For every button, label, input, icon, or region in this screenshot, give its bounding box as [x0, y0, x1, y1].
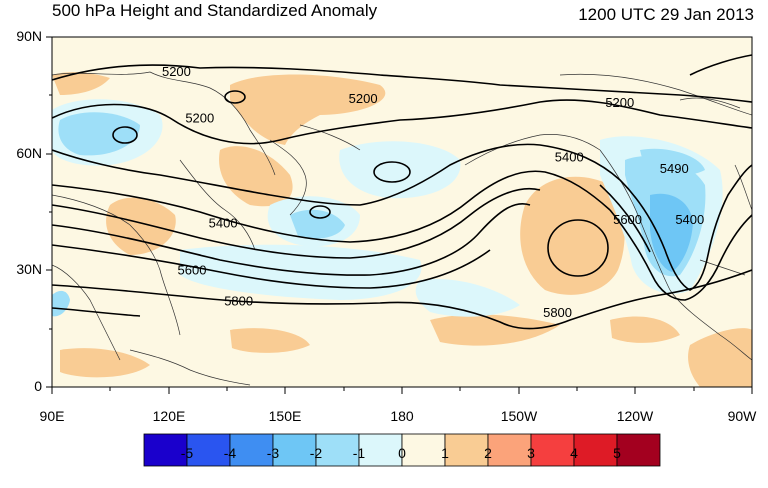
- colorbar-label-m4: -4: [223, 445, 237, 461]
- map-timestamp: 1200 UTC 29 Jan 2013: [578, 5, 754, 24]
- contour-label: 5800: [224, 293, 253, 308]
- lon-label-180: 180: [390, 408, 414, 424]
- colorbar-swatch: [315, 433, 360, 467]
- contour-label: 5400: [555, 150, 584, 165]
- colorbar-swatch: [573, 433, 618, 467]
- anomaly-neg-siberia-core: [58, 112, 140, 156]
- lon-label-90e: 90E: [39, 408, 65, 424]
- anomaly-pos-mongolia: [219, 146, 293, 207]
- colorbar-label-2: 2: [484, 445, 492, 461]
- anomaly-pos-north-asia: [52, 72, 110, 95]
- anomaly-pos-east-pacific: [610, 316, 680, 343]
- anomaly-neg-bering: [339, 141, 461, 199]
- contour-label: 5200: [349, 91, 378, 106]
- lon-label-90w: 90W: [727, 408, 757, 424]
- contour-label: 5490: [660, 161, 689, 176]
- lon-label-150e: 150E: [268, 408, 302, 424]
- colorbar-swatch: [229, 433, 274, 467]
- anomaly-pos-pacific-ridge: [520, 176, 625, 295]
- anomaly-neg-kuril-core: [290, 209, 345, 239]
- map-title: 500 hPa Height and Standardized Anomaly: [52, 1, 378, 20]
- lon-label-120e: 120E: [152, 408, 186, 424]
- anomaly-neg-alaska: [640, 148, 705, 176]
- contour-label: 5600: [178, 262, 207, 277]
- colorbar-swatch: [616, 433, 661, 467]
- anomaly-neg-subtropical-east: [415, 279, 520, 317]
- anomaly-pos-west-pacific: [230, 328, 310, 353]
- colorbar-label-m5: -5: [180, 445, 194, 461]
- anomaly-pos-arctic: [230, 74, 386, 145]
- colorbar-label-1: 1: [441, 445, 449, 461]
- colorbar-swatch: [272, 433, 317, 467]
- contour-label: 5600: [613, 212, 642, 227]
- coastlines: [52, 71, 752, 386]
- contour-label: 5800: [543, 305, 572, 320]
- colorbar-swatch: [401, 433, 446, 467]
- contour-label: 5200: [605, 95, 634, 110]
- anomaly-pos-china: [106, 197, 176, 255]
- lat-label-60n: 60N: [16, 145, 42, 161]
- anomaly-pos-south-america: [688, 328, 752, 387]
- contour-label: 5200: [162, 64, 191, 79]
- contour-label: 5200: [185, 111, 214, 126]
- axis-ticks: [46, 36, 753, 394]
- lat-label-90n: 90N: [16, 28, 42, 44]
- colorbar-label-4: 4: [570, 445, 578, 461]
- lat-label-0: 0: [34, 378, 42, 394]
- colorbar-label-m1: -1: [352, 445, 366, 461]
- anomaly-pos-indonesia: [60, 348, 150, 378]
- anomaly-neg-india: [52, 290, 70, 317]
- colorbar-label-m2: -2: [309, 445, 323, 461]
- lat-label-30n: 30N: [16, 261, 42, 277]
- lon-label-150w: 150W: [500, 408, 538, 424]
- colorbar-label-m3: -3: [266, 445, 280, 461]
- lon-label-120w: 120W: [616, 408, 654, 424]
- colorbar-label-3: 3: [527, 445, 535, 461]
- contour-labels: 5200 5200 5200 5200 5400 5400 5400 5490 5600 5600…: [162, 64, 704, 320]
- contour-label: 5400: [675, 212, 704, 227]
- contour-label: 5400: [209, 216, 238, 231]
- height-contours: [52, 54, 752, 330]
- colorbar: [143, 433, 661, 467]
- anomaly-neg-west-us-core: [650, 193, 693, 272]
- colorbar-label-5: 5: [613, 445, 621, 461]
- anomaly-pos-south-pacific: [430, 314, 560, 346]
- colorbar-label-0: 0: [398, 445, 406, 461]
- colorbar-swatch: [487, 433, 532, 467]
